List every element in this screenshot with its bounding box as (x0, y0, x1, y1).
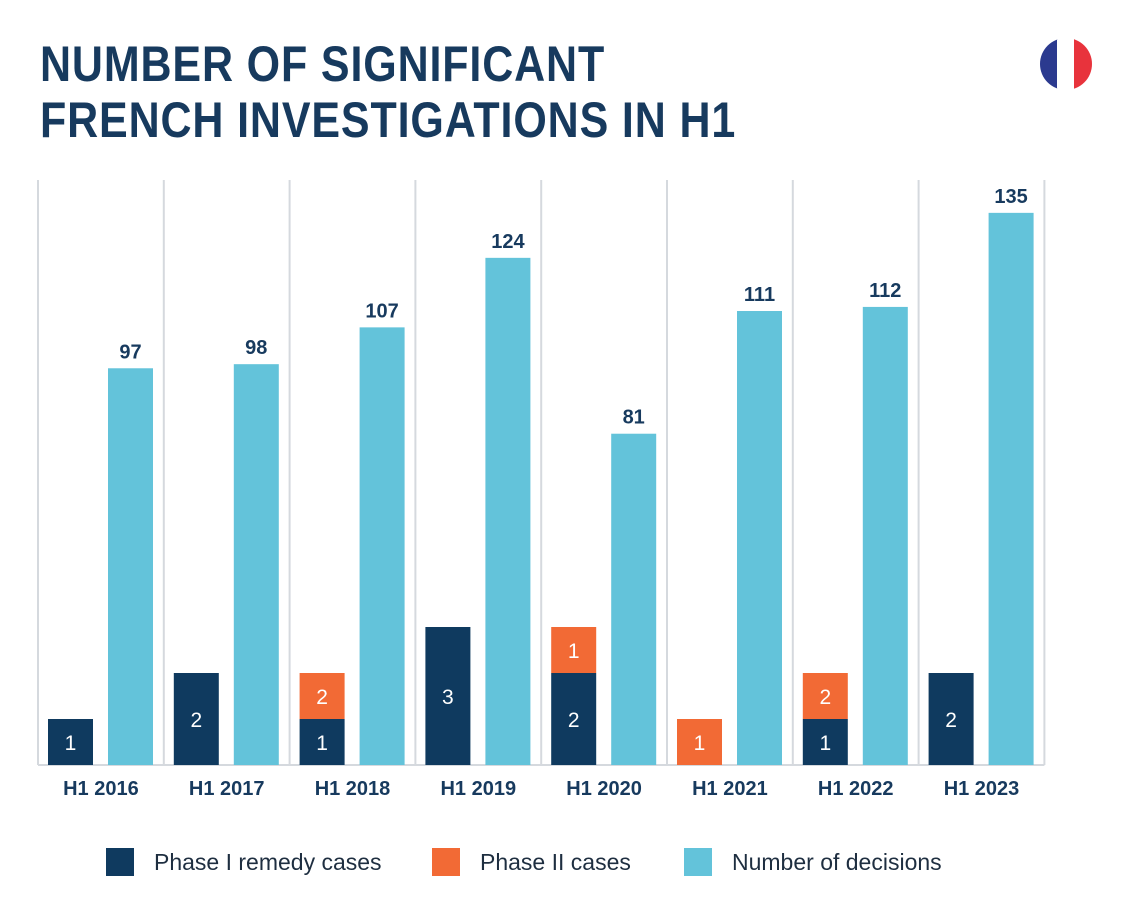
france-flag-icon (1040, 38, 1092, 90)
legend-swatch-phase1 (106, 848, 134, 876)
chart-title: NUMBER OF SIGNIFICANT FRENCH INVESTIGATI… (40, 36, 814, 148)
flag-red-stripe (1074, 38, 1092, 90)
data-label-decisions: 135 (994, 186, 1027, 208)
data-label-phase1: 1 (819, 732, 831, 755)
data-label-decisions: 124 (491, 231, 525, 253)
data-label-decisions: 111 (744, 284, 775, 306)
legend-label-phase1: Phase I remedy cases (154, 848, 382, 875)
bar-decisions (359, 327, 405, 765)
data-label-decisions: 81 (623, 407, 645, 429)
x-tick-label: H1 2019 (440, 778, 516, 800)
x-tick-label: H1 2021 (692, 778, 768, 800)
data-label-decisions: 97 (119, 341, 141, 363)
bar-phase1 (551, 673, 597, 765)
data-label-phase1: 2 (945, 709, 957, 732)
bar-phase1 (928, 673, 974, 765)
flag-white-stripe (1057, 38, 1075, 90)
chart-legend: Phase I remedy cases Phase II cases Numb… (0, 848, 1129, 880)
bar-decisions (988, 212, 1034, 766)
bar-phase2 (677, 719, 722, 765)
x-tick-label: H1 2017 (189, 778, 265, 800)
legend-label-decisions: Number of decisions (732, 848, 942, 875)
data-label-phase2: 2 (819, 686, 831, 709)
bar-phase2 (299, 673, 345, 719)
bar-phase2 (802, 673, 848, 719)
legend-item-phase2: Phase II cases (432, 848, 631, 876)
data-label-phase1: 2 (190, 709, 202, 732)
flag-blue-stripe (1040, 38, 1058, 90)
bar-decisions (737, 311, 782, 765)
bar-phase1 (425, 627, 471, 765)
chart-title-line-1: NUMBER OF SIGNIFICANT (40, 36, 606, 92)
data-label-decisions: 107 (365, 300, 398, 322)
x-tick-label: H1 2020 (566, 778, 642, 800)
bar-phase1 (173, 673, 219, 765)
bar-phase1 (802, 719, 848, 765)
data-label-phase1: 1 (65, 732, 77, 755)
legend-swatch-phase2 (432, 848, 460, 876)
legend-item-phase1: Phase I remedy cases (106, 848, 382, 876)
x-tick-label: H1 2018 (315, 778, 391, 800)
data-label-phase2: 2 (316, 686, 328, 709)
legend-swatch-decisions (684, 848, 712, 876)
bar-phase1 (48, 719, 93, 765)
bar-phase1 (299, 719, 345, 765)
legend-label-phase2: Phase II cases (480, 848, 631, 875)
legend-item-decisions: Number of decisions (684, 848, 942, 876)
data-label-decisions: 98 (245, 337, 267, 359)
chart-title-line-2: FRENCH INVESTIGATIONS IN H1 (40, 92, 737, 148)
bar-decisions (611, 433, 657, 765)
bar-phase2 (551, 627, 597, 673)
bar-decisions (862, 306, 908, 765)
bar-decisions (485, 257, 531, 765)
x-tick-label: H1 2016 (63, 778, 139, 800)
bar-decisions (108, 368, 153, 765)
data-label-phase2: 1 (568, 640, 580, 663)
data-label-decisions: 112 (869, 280, 901, 302)
data-label-phase2: 1 (694, 732, 706, 755)
data-label-phase1: 1 (316, 732, 328, 755)
data-label-phase1: 3 (442, 686, 454, 709)
x-tick-label: H1 2022 (818, 778, 894, 800)
x-tick-label: H1 2023 (944, 778, 1020, 800)
bar-decisions (233, 364, 279, 765)
data-label-phase1: 2 (568, 709, 580, 732)
